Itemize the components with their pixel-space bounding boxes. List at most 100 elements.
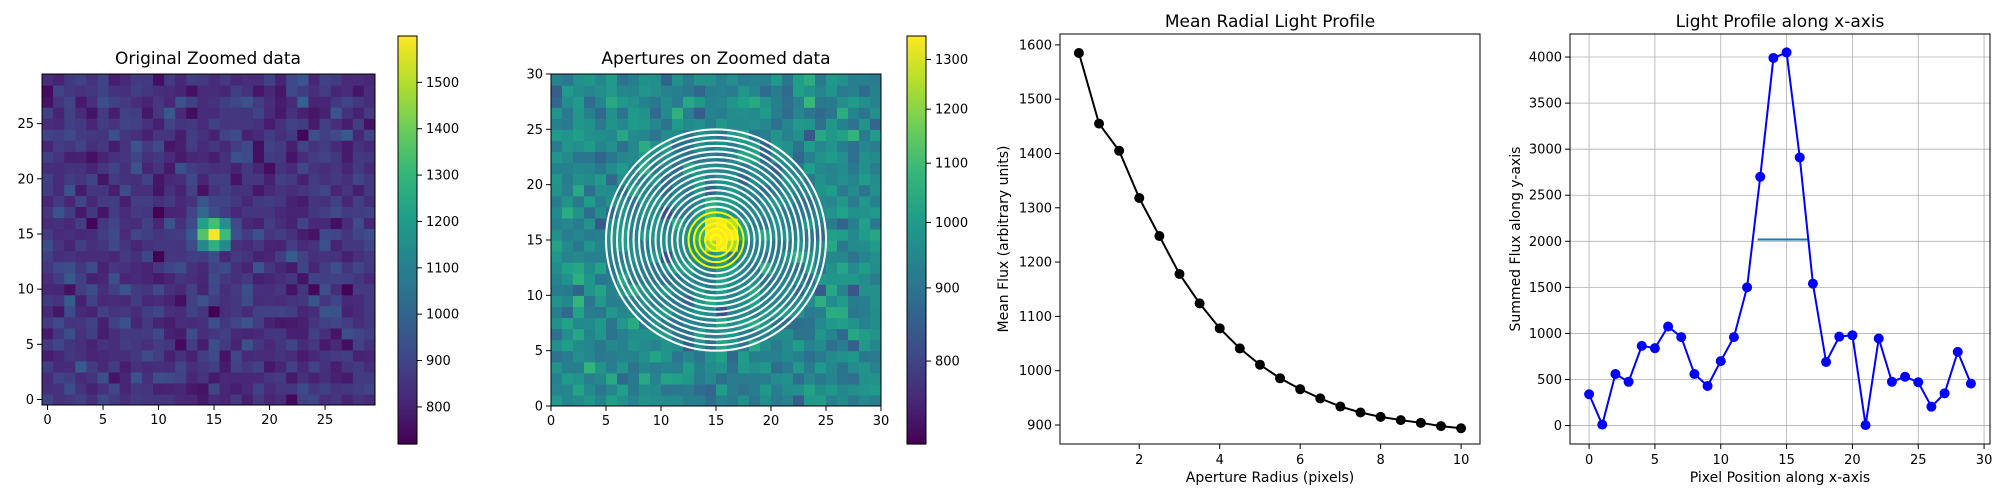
image-pixel <box>97 162 110 174</box>
image-pixel <box>826 350 838 363</box>
image-pixel <box>119 382 132 395</box>
image-pixel <box>584 140 596 153</box>
image-pixel <box>197 382 210 395</box>
colorbar-step <box>907 437 926 442</box>
image-pixel <box>694 206 706 219</box>
image-pixel <box>330 294 343 307</box>
colorbar-step <box>398 423 417 428</box>
data-point <box>1768 52 1779 63</box>
image-pixel <box>197 85 210 97</box>
image-pixel <box>595 206 607 219</box>
image-pixel <box>628 317 640 330</box>
image-pixel <box>197 74 210 86</box>
x-tick-label: 0 <box>43 413 51 428</box>
image-pixel <box>297 118 309 130</box>
image-pixel <box>42 261 54 274</box>
image-pixel <box>661 107 673 119</box>
image-pixel <box>153 129 165 141</box>
image-pixel <box>826 206 838 219</box>
image-pixel <box>584 217 596 230</box>
colorbar-step <box>907 416 926 421</box>
image-pixel <box>661 162 673 175</box>
image-pixel <box>859 195 871 208</box>
image-pixel <box>760 394 772 406</box>
image-pixel <box>252 239 265 252</box>
colorbar-step <box>398 189 417 193</box>
image-pixel <box>330 118 343 130</box>
image-pixel <box>352 195 365 207</box>
colorbar-step <box>398 236 417 241</box>
image-pixel <box>683 118 695 130</box>
image-pixel <box>230 283 243 296</box>
image-pixel <box>86 184 99 196</box>
data-point <box>1847 330 1858 341</box>
colorbar-step <box>398 233 417 238</box>
image-pixel <box>352 206 365 219</box>
image-pixel <box>208 162 221 174</box>
image-pixel <box>848 96 860 108</box>
image-pixel <box>352 305 365 318</box>
data-point <box>1435 421 1446 432</box>
image-pixel <box>75 382 87 395</box>
y-tick-label: 3500 <box>1529 97 1562 112</box>
image-pixel <box>164 382 176 395</box>
image-pixel <box>75 140 87 152</box>
image-pixel <box>672 74 684 86</box>
image-pixel <box>815 306 827 319</box>
image-pixel <box>804 184 816 197</box>
colorbar-step <box>398 274 417 278</box>
image-pixel <box>617 361 629 374</box>
image-pixel <box>782 361 794 374</box>
image-pixel <box>363 327 375 340</box>
image-pixel <box>804 372 816 385</box>
image-pixel <box>573 328 585 341</box>
image-pixel <box>153 162 165 174</box>
image-pixel <box>130 118 143 130</box>
image-pixel <box>760 85 772 97</box>
image-pixel <box>86 85 99 97</box>
image-pixel <box>628 96 640 108</box>
data-point <box>1715 356 1726 367</box>
image-pixel <box>584 118 596 130</box>
image-pixel <box>42 217 54 230</box>
image-pixel <box>197 261 210 274</box>
x-tick-label: 10 <box>653 414 670 429</box>
image-pixel <box>595 273 607 285</box>
image-pixel <box>352 173 365 185</box>
image-pixel <box>837 295 849 307</box>
image-pixel <box>749 107 761 119</box>
image-pixel <box>551 394 563 406</box>
colorbar-step <box>398 151 417 156</box>
image-pixel <box>771 184 783 197</box>
image-pixel <box>672 206 684 219</box>
image-pixel <box>42 107 54 119</box>
image-pixel <box>119 294 132 307</box>
image-pixel <box>130 140 143 152</box>
image-pixel <box>573 107 585 119</box>
image-pixel <box>108 316 121 329</box>
image-pixel <box>330 283 343 296</box>
image-pixel <box>286 382 298 395</box>
image-pixel <box>650 361 662 374</box>
image-pixel <box>628 118 640 130</box>
image-pixel <box>694 162 706 175</box>
image-pixel <box>208 393 221 405</box>
image-pixel <box>86 272 99 285</box>
image-pixel <box>749 372 761 385</box>
image-pixel <box>705 350 717 363</box>
image-pixel <box>815 173 827 186</box>
image-pixel <box>186 85 198 97</box>
colorbar-tick-label: 1300 <box>426 169 459 184</box>
image-pixel <box>793 317 805 330</box>
image-pixel <box>108 371 121 384</box>
image-pixel <box>782 85 794 97</box>
image-pixel <box>749 383 761 396</box>
image-pixel <box>297 85 309 97</box>
colorbar-tick-label: 1400 <box>426 122 459 137</box>
colorbar-step <box>907 420 926 425</box>
image-pixel <box>760 262 772 274</box>
image-pixel <box>341 239 354 252</box>
colorbar-step <box>907 314 926 319</box>
